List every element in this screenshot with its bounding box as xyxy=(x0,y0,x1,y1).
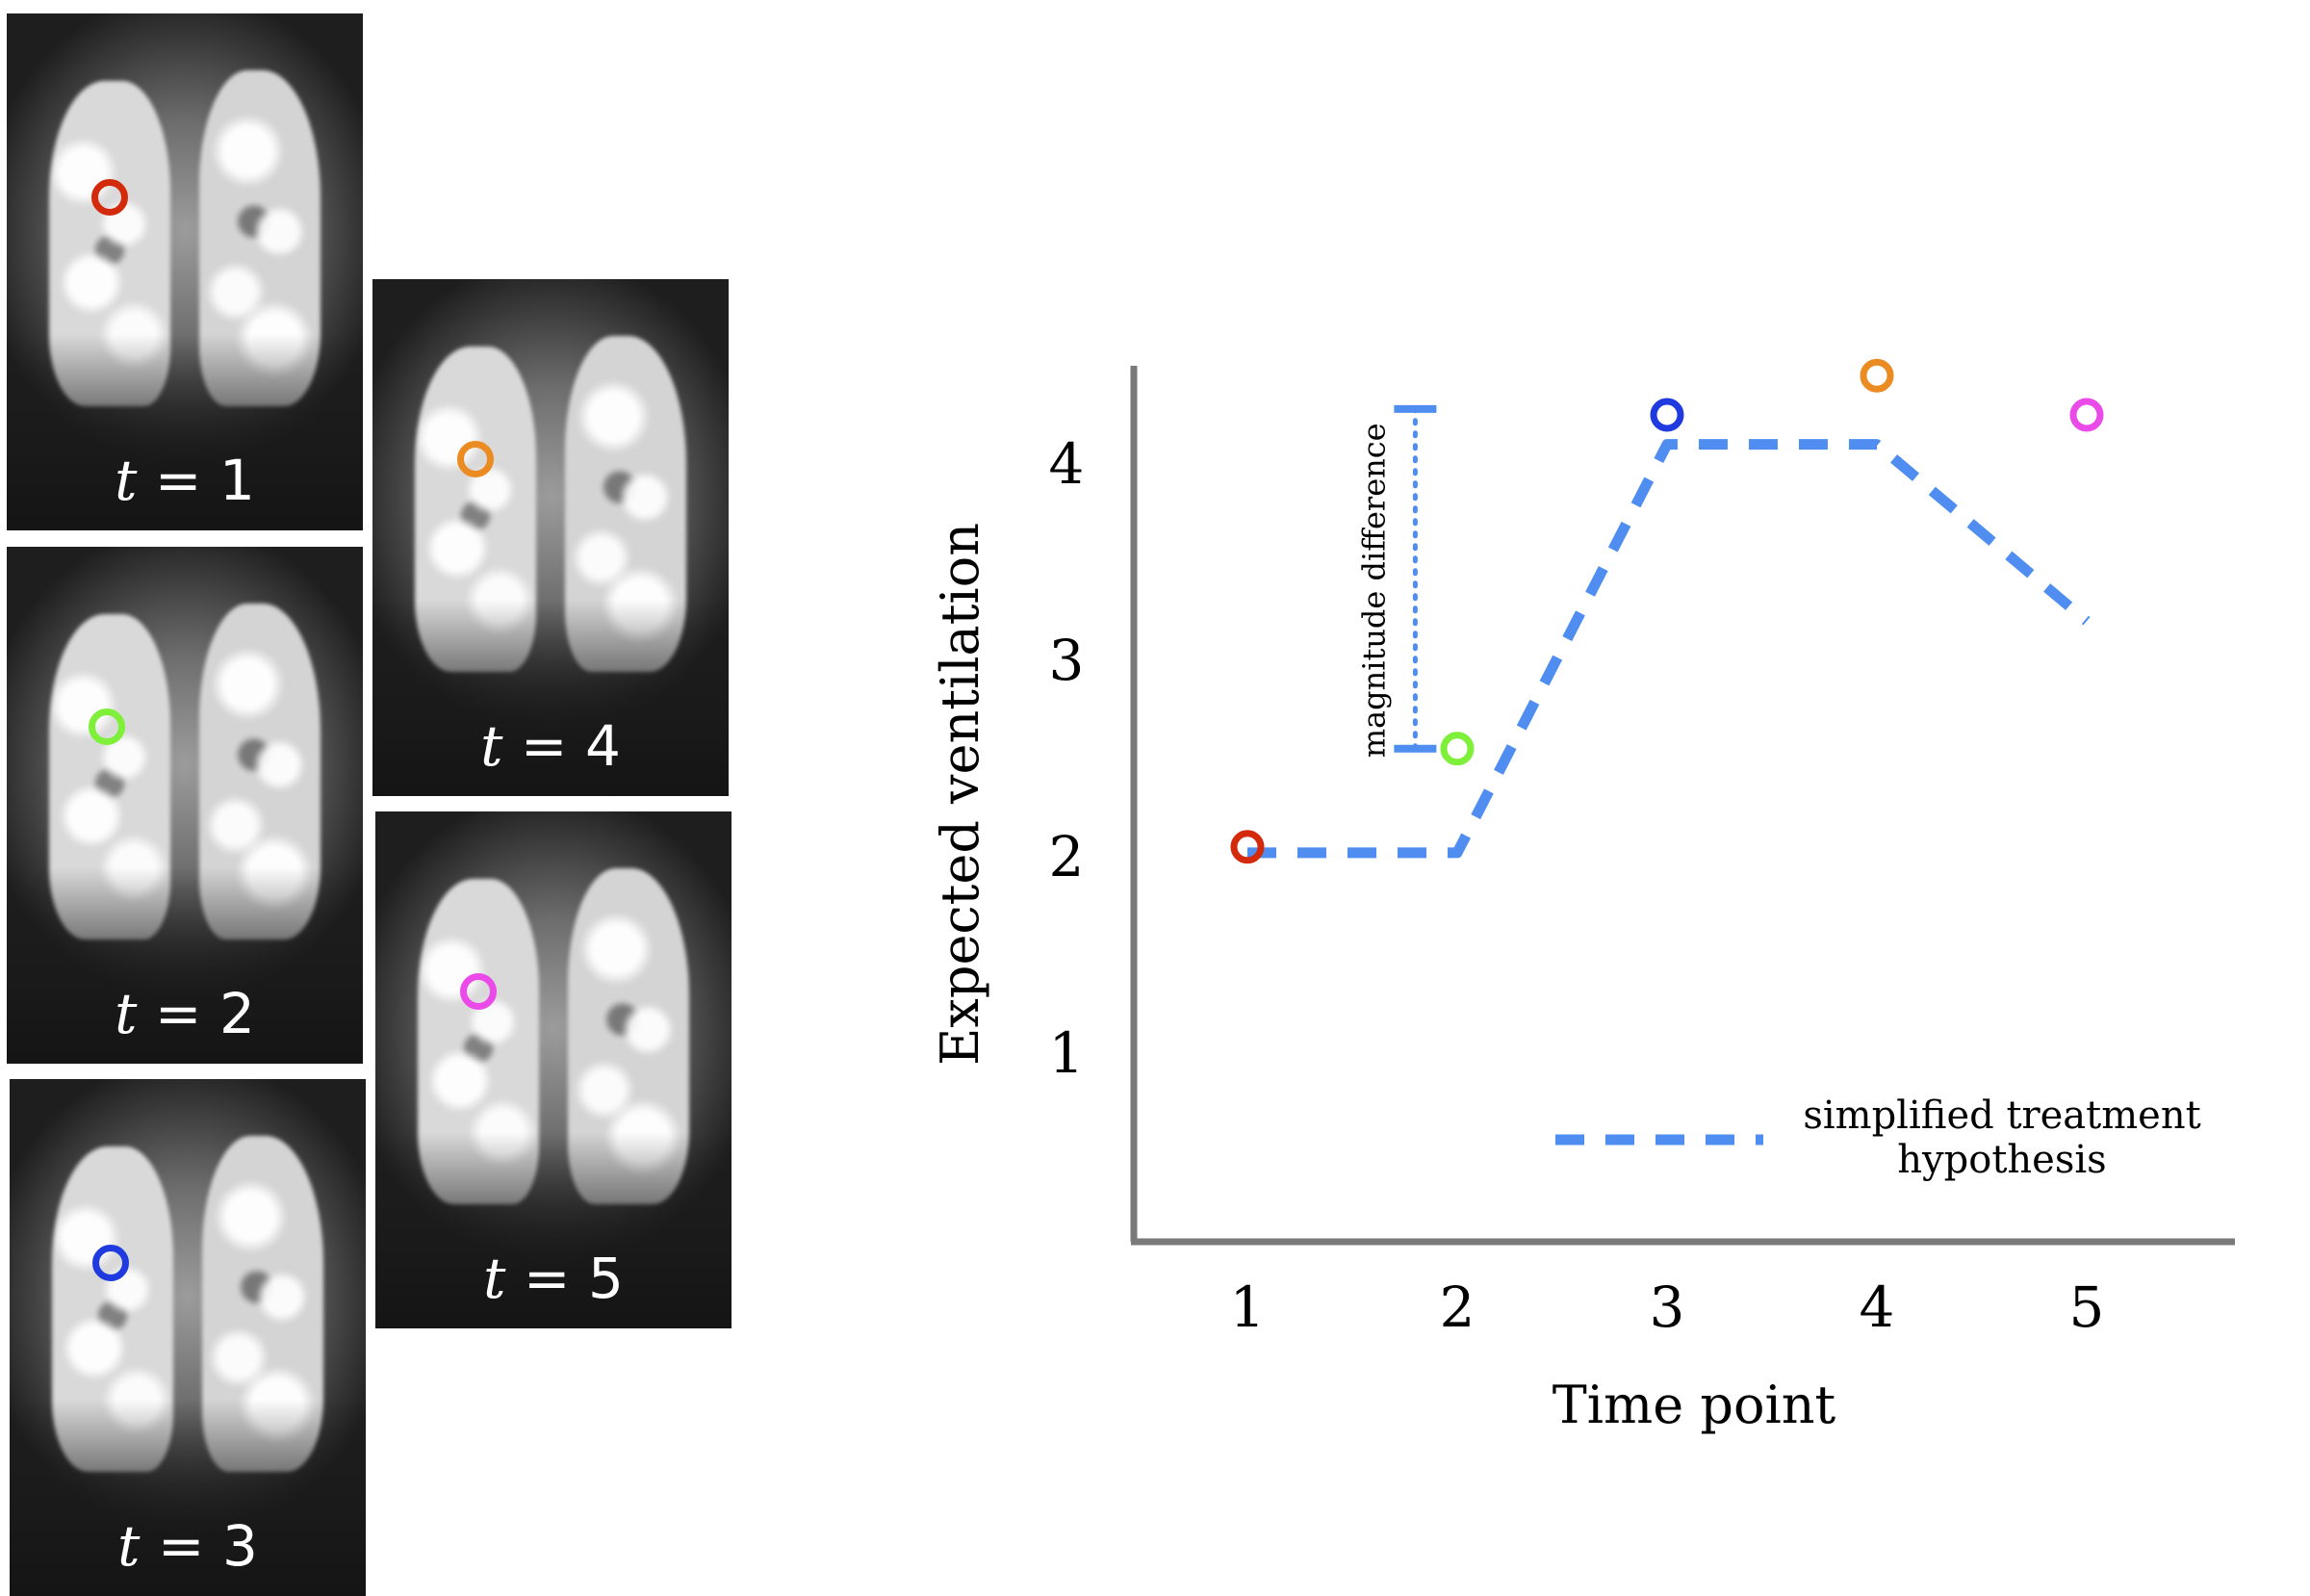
y-tick-label: 3 xyxy=(1049,628,1085,693)
scan-label: t = 5 xyxy=(483,1246,624,1311)
scan-t2: t = 2 xyxy=(7,547,363,1064)
scan-shadow xyxy=(372,599,729,796)
x-tick-label: 3 xyxy=(1650,1274,1685,1340)
x-tick-label: 2 xyxy=(1440,1274,1476,1340)
data-point xyxy=(1230,830,1265,864)
data-point xyxy=(2069,398,2104,432)
scan-t5: t = 5 xyxy=(375,811,732,1328)
scan-shadow xyxy=(375,1131,732,1328)
scan-label: t = 3 xyxy=(117,1513,258,1579)
chart-axes xyxy=(1130,366,2235,1246)
legend-label-line2: hypothesis xyxy=(1897,1138,2106,1182)
scan-marker xyxy=(89,708,125,745)
y-axis-title: Expected ventilation xyxy=(930,523,990,1066)
scan-t3: t = 3 xyxy=(10,1079,366,1596)
y-tick-label: 2 xyxy=(1049,824,1085,889)
data-point xyxy=(1440,732,1475,766)
scan-label: t = 1 xyxy=(115,448,255,513)
chart-points xyxy=(1230,358,2104,864)
scan-label: t = 2 xyxy=(115,981,255,1046)
scan-shadow xyxy=(10,1399,366,1596)
y-tick-label: 4 xyxy=(1049,431,1085,497)
x-tick-label: 4 xyxy=(1860,1274,1895,1340)
chart-ticks: 1 2 3 4 5 1 2 3 4 xyxy=(1049,431,2105,1340)
data-point xyxy=(1860,358,1894,393)
scan-shadow xyxy=(7,333,363,530)
x-axis-title: Time point xyxy=(1553,1375,1836,1435)
hypothesis-line xyxy=(1247,439,2091,859)
scan-label: t = 4 xyxy=(480,713,621,779)
scan-t1: t = 1 xyxy=(7,13,363,530)
scan-shadow xyxy=(7,866,363,1064)
magnitude-annotation: magnitude difference xyxy=(1355,404,1437,758)
scan-t4: t = 4 xyxy=(372,279,729,796)
scan-marker xyxy=(460,973,497,1010)
data-point xyxy=(1650,398,1684,432)
scan-marker xyxy=(91,179,128,216)
x-tick-label: 5 xyxy=(2069,1274,2105,1340)
y-tick-label: 1 xyxy=(1049,1020,1085,1086)
chart-series xyxy=(1247,439,2091,859)
scan-marker xyxy=(457,441,494,477)
x-tick-label: 1 xyxy=(1230,1274,1266,1340)
scan-marker xyxy=(92,1245,129,1281)
magnitude-annotation-label: magnitude difference xyxy=(1355,423,1392,758)
legend-label-line1: simplified treatment xyxy=(1803,1094,2200,1138)
